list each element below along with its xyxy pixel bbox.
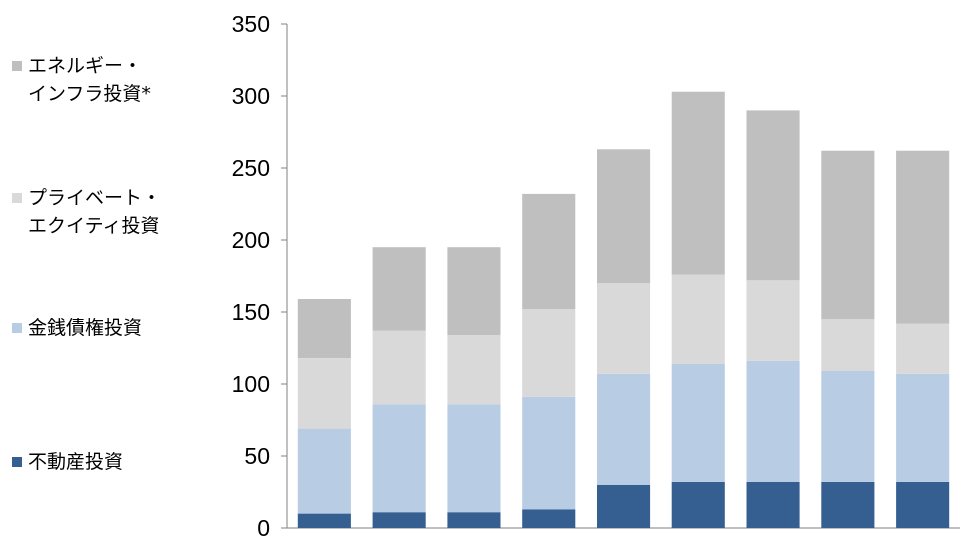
legend-label-private-equity-line2: エクイティ投資 (28, 215, 160, 237)
bar-segment-s1-c0 (297, 428, 351, 514)
y-tick-label-2: 100 (232, 371, 270, 397)
legend-label-energy-infra-line1: エネルギー・ (28, 55, 143, 77)
bar-segment-s2-c6 (746, 280, 800, 361)
legend: エネルギー・ インフラ投資* (12, 52, 151, 108)
bar-segment-s2-c1 (372, 330, 426, 405)
legend-item-energy-infra: エネルギー・ インフラ投資* (12, 52, 151, 108)
bar-segment-s2-c4 (597, 283, 651, 374)
bar-segment-s2-c8 (896, 323, 950, 374)
y-tick-label-3: 150 (232, 299, 270, 325)
legend-2: プライベート・ エクイティ投資 (12, 184, 161, 240)
bar-segment-s0-c2 (447, 512, 501, 528)
bars (297, 91, 950, 528)
bar-segment-s1-c2 (447, 404, 501, 513)
bar-segment-s0-c0 (297, 513, 351, 528)
bar-segment-s2-c3 (522, 309, 576, 397)
bar-segment-s3-c2 (447, 247, 501, 335)
y-tick-label-5: 250 (232, 155, 270, 181)
y-tick-label-0: 0 (257, 515, 270, 537)
bar-segment-s3-c3 (522, 193, 576, 310)
legend-label-energy-infra-line2: インフラ投資* (28, 83, 151, 105)
legend-item-real-estate: 不動産投資 (12, 448, 123, 476)
legend-swatch-real-estate (12, 457, 22, 467)
bar-segment-s0-c8 (896, 481, 950, 528)
bar-segment-s0-c4 (597, 484, 651, 528)
legend-label-real-estate: 不動産投資 (28, 451, 124, 473)
bar-segment-s2-c0 (297, 358, 351, 429)
bar-segment-s0-c3 (522, 509, 576, 528)
bar-segment-s2-c5 (671, 274, 725, 364)
legend-3: 金銭債権投資 (12, 314, 142, 342)
bar-segment-s1-c3 (522, 397, 576, 510)
y-tick-label-6: 300 (232, 83, 270, 109)
bar-segment-s3-c1 (372, 247, 426, 331)
legend-label-monetary-claims: 金銭債権投資 (28, 317, 143, 339)
bar-segment-s0-c1 (372, 512, 426, 528)
bar-segment-s3-c5 (671, 91, 725, 275)
y-tick-label-1: 50 (244, 443, 270, 469)
y-ticks: 0 50 100 150 200 250 300 350 (232, 11, 287, 541)
bar-segment-s0-c7 (821, 481, 875, 528)
y-tick-label-7: 350 (232, 11, 270, 37)
bar-segment-s1-c4 (597, 373, 651, 485)
bar-segment-s1-c7 (821, 371, 875, 482)
legend-label-private-equity-line1: プライベート・ (28, 187, 162, 209)
bar-segment-s3-c0 (297, 299, 351, 358)
bar-segment-s3-c8 (896, 150, 950, 324)
legend-4: 不動産投資 (12, 448, 123, 476)
bar-segment-s3-c6 (746, 110, 800, 281)
bar-segment-s1-c1 (372, 404, 426, 513)
legend-item-monetary-claims: 金銭債権投資 (12, 314, 142, 342)
bar-segment-s3-c7 (821, 150, 875, 320)
bar-segment-s2-c7 (821, 319, 875, 371)
bar-segment-s0-c6 (746, 481, 800, 528)
bar-segment-s1-c5 (671, 363, 725, 482)
legend-swatch-private-equity (12, 193, 22, 203)
legend-swatch-monetary-claims (12, 323, 22, 333)
bar-segment-s0-c5 (671, 481, 725, 528)
bar-segment-s1-c6 (746, 361, 800, 482)
bar-segment-s2-c2 (447, 335, 501, 405)
bar-segment-s1-c8 (896, 373, 950, 482)
y-tick-label-4: 200 (232, 227, 270, 253)
legend-swatch-energy-infra (12, 61, 22, 71)
legend-item-private-equity: プライベート・ エクイティ投資 (12, 184, 161, 240)
bar-segment-s3-c4 (597, 149, 651, 284)
